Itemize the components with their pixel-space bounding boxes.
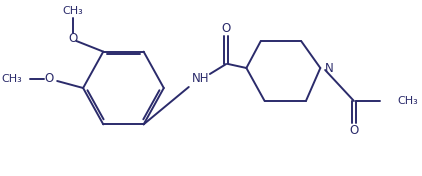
Text: CH₃: CH₃	[2, 74, 23, 84]
Text: O: O	[222, 21, 231, 34]
Text: O: O	[349, 124, 359, 137]
Text: CH₃: CH₃	[62, 6, 83, 16]
Text: N: N	[325, 61, 334, 74]
Text: CH₃: CH₃	[397, 96, 418, 106]
Text: O: O	[68, 32, 77, 45]
Text: O: O	[45, 73, 54, 86]
Text: NH: NH	[192, 73, 209, 86]
